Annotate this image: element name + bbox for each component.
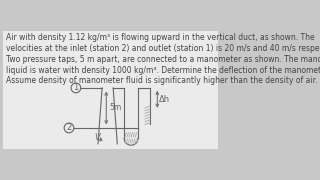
Text: liquid is water with density 1000 kg/m³. Determine the deflection of the manomet: liquid is water with density 1000 kg/m³.… bbox=[5, 66, 320, 75]
Text: 1: 1 bbox=[73, 84, 78, 93]
Text: Δh: Δh bbox=[159, 95, 171, 104]
FancyBboxPatch shape bbox=[3, 31, 218, 149]
Text: Two pressure taps, 5 m apart, are connected to a manometer as shown. The manomet: Two pressure taps, 5 m apart, are connec… bbox=[5, 55, 320, 64]
Text: Assume density of manometer fluid is significantly higher than the density of ai: Assume density of manometer fluid is sig… bbox=[5, 76, 317, 85]
Text: 5m: 5m bbox=[109, 103, 121, 112]
Text: Air with density 1.12 kg/m³ is flowing upward in the vertical duct, as shown. Th: Air with density 1.12 kg/m³ is flowing u… bbox=[5, 33, 314, 42]
Text: 2: 2 bbox=[66, 123, 72, 132]
Text: velocities at the inlet (station 2) and outlet (station 1) is 20 m/s and 40 m/s : velocities at the inlet (station 2) and … bbox=[5, 44, 320, 53]
Text: V: V bbox=[94, 133, 100, 142]
